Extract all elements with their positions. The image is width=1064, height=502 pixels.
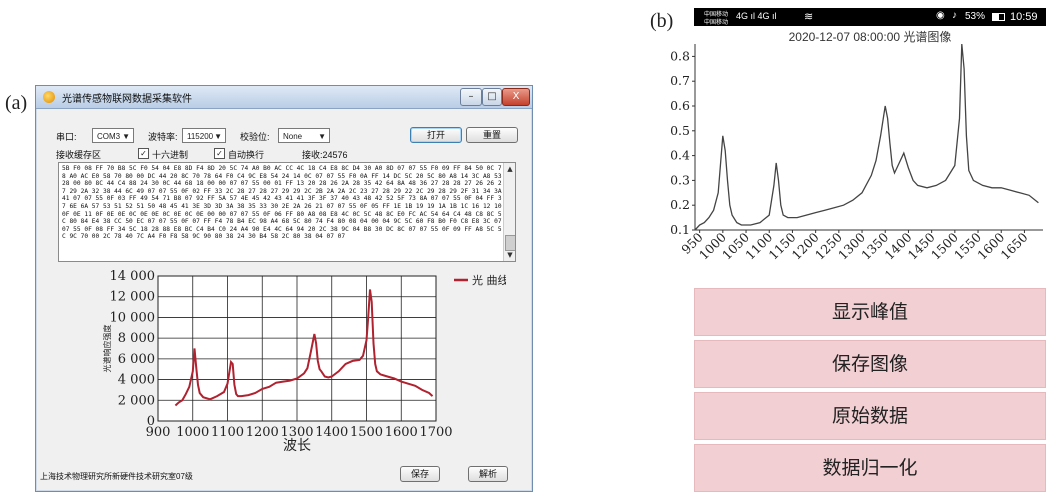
window-title: 光谱传感物联网数据采集软件	[62, 94, 192, 105]
spectrum-line	[694, 43, 1039, 231]
y-tick-label: 0.6	[670, 98, 690, 113]
scroll-down-icon[interactable]: ▼	[507, 251, 513, 259]
baud-rate-value: 115200	[187, 132, 214, 141]
serial-port-label: 串口:	[56, 132, 77, 142]
spectrum-chart-svg: 900 1000 1100 1200 1300 1400 1500 1600 1700 0 2 00…	[102, 269, 509, 454]
reset-button[interactable]: 重置	[466, 127, 518, 143]
x-tick-label: 1000	[176, 425, 209, 440]
chevron-down-icon: ▼	[214, 132, 222, 141]
y-tick-label: 6 000	[118, 352, 155, 367]
receive-textbox[interactable]: 5B F0 08 FF 70 B8 5C F0 54 04 E8 8D F4 8…	[58, 162, 516, 262]
baud-rate-label: 波特率:	[148, 132, 178, 142]
minimize-button[interactable]: –	[460, 88, 482, 106]
phone-spectrum-chart-svg: 0.10.20.30.40.50.60.70.89501000105011001…	[670, 43, 1043, 263]
y-tick-label: 10 000	[110, 310, 156, 325]
phone-status-bar: 中国移动 中国移动 4G ıl 4G ıl ≋ ◉ ♪ 53% 10:59	[694, 8, 1046, 26]
x-axis-title: 波长	[283, 438, 311, 453]
received-count: 接收:24576	[302, 150, 348, 160]
status-text: 上海技术物理研究所新硬件技术研究室07级	[40, 472, 193, 481]
maximize-button[interactable]: □	[482, 88, 502, 106]
serial-port-select[interactable]: COM3 ▼	[92, 128, 134, 143]
phone-plot-title: 2020-12-07 08:00:00 光谱图像	[788, 30, 952, 44]
y-tick-label: 0.4	[670, 148, 690, 163]
open-button[interactable]: 打开	[410, 127, 462, 143]
parity-value: None	[283, 132, 303, 141]
signal-icon: 4G ıl 4G ıl	[736, 11, 777, 21]
serial-port-value: COM3	[97, 132, 121, 141]
x-tick-label: 1300	[280, 425, 313, 440]
parse-button[interactable]: 解析	[468, 466, 508, 482]
save-image-button[interactable]: 保存图像	[694, 340, 1046, 388]
baud-rate-select[interactable]: 115200 ▼	[182, 128, 226, 143]
chevron-down-icon: ▼	[318, 132, 326, 141]
auto-wrap-checkbox[interactable]: ✓	[214, 148, 225, 159]
x-tick-label: 900	[146, 425, 171, 440]
y-tick-label: 0.8	[670, 48, 690, 63]
close-button[interactable]: X	[502, 88, 530, 106]
save-button[interactable]: 保存	[400, 466, 440, 482]
parity-select[interactable]: None ▼	[278, 128, 330, 143]
y-tick-label: 8 000	[118, 331, 155, 346]
hex-data-text: 5B F0 08 FF 70 B8 5C F0 54 04 E8 8D F4 8…	[62, 165, 502, 241]
phone-spectrum-chart: 0.1 0.2 0.3 0.4 0.5 0.6 0.7 0.8 950 1000 1050 1100 1…	[650, 40, 1050, 290]
normalize-data-button[interactable]: 数据归一化	[694, 444, 1046, 492]
spectrum-chart: 900 1000 1100 1200 1300 1400 1500 1600 1700 0 2 00…	[66, 268, 509, 454]
mute-icon: ♪	[952, 10, 957, 21]
y-tick-label: 2 000	[118, 393, 155, 408]
spectrum-line	[174, 289, 434, 407]
battery-icon	[992, 13, 1005, 21]
scroll-up-icon[interactable]: ▲	[507, 165, 513, 173]
hex-checkbox[interactable]: ✓	[138, 148, 149, 159]
y-tick-label: 0.5	[670, 123, 690, 138]
y-tick-label: 4 000	[118, 373, 155, 388]
x-tick-label: 1600	[385, 425, 418, 440]
x-tick-label: 1650	[997, 229, 1030, 262]
carrier-2: 中国移动	[704, 20, 729, 26]
receive-buffer-label: 接收缓存区	[56, 150, 102, 160]
x-tick-label: 1700	[419, 425, 452, 440]
x-tick-label: 1500	[350, 425, 383, 440]
y-tick-label: 12 000	[110, 290, 156, 305]
y-tick-label: 0.7	[670, 73, 690, 88]
carrier-1: 中国移动	[704, 12, 729, 18]
x-tick-label: 1200	[246, 425, 279, 440]
battery-percent: 53%	[965, 11, 986, 22]
panel-a-label: (a)	[5, 92, 28, 114]
y-axis-title: 光谱响应强度	[102, 325, 112, 373]
y-tick-label: 0.3	[670, 172, 690, 187]
panel-b-label: (b)	[650, 10, 674, 32]
vertical-scrollbar[interactable]: ▲ ▼	[503, 163, 515, 261]
clock: 10:59	[1010, 11, 1038, 23]
chevron-down-icon: ▼	[122, 132, 130, 141]
x-tick-label: 1400	[315, 425, 348, 440]
y-tick-label: 0	[147, 414, 155, 429]
raw-data-button[interactable]: 原始数据	[694, 392, 1046, 440]
auto-wrap-label: 自动换行	[228, 150, 265, 160]
eye-icon: ◉	[936, 10, 945, 21]
legend-label: 光 曲线	[472, 273, 506, 287]
title-bar[interactable]: 光谱传感物联网数据采集软件 – □ X	[36, 86, 532, 109]
app-icon	[43, 91, 55, 103]
app-window: 光谱传感物联网数据采集软件 – □ X 串口: COM3 ▼ 波特率: 11520…	[35, 85, 533, 492]
hex-checkbox-label: 十六进制	[152, 150, 189, 160]
show-peaks-button[interactable]: 显示峰值	[694, 288, 1046, 336]
x-tick-label: 1100	[211, 425, 244, 440]
wifi-icon: ≋	[804, 11, 814, 23]
y-tick-label: 14 000	[110, 269, 156, 284]
parity-label: 校验位:	[240, 132, 270, 142]
y-tick-label: 0.2	[670, 197, 690, 212]
y-tick-label: 0.1	[670, 222, 690, 237]
scrollbar-thumb[interactable]	[505, 235, 515, 251]
